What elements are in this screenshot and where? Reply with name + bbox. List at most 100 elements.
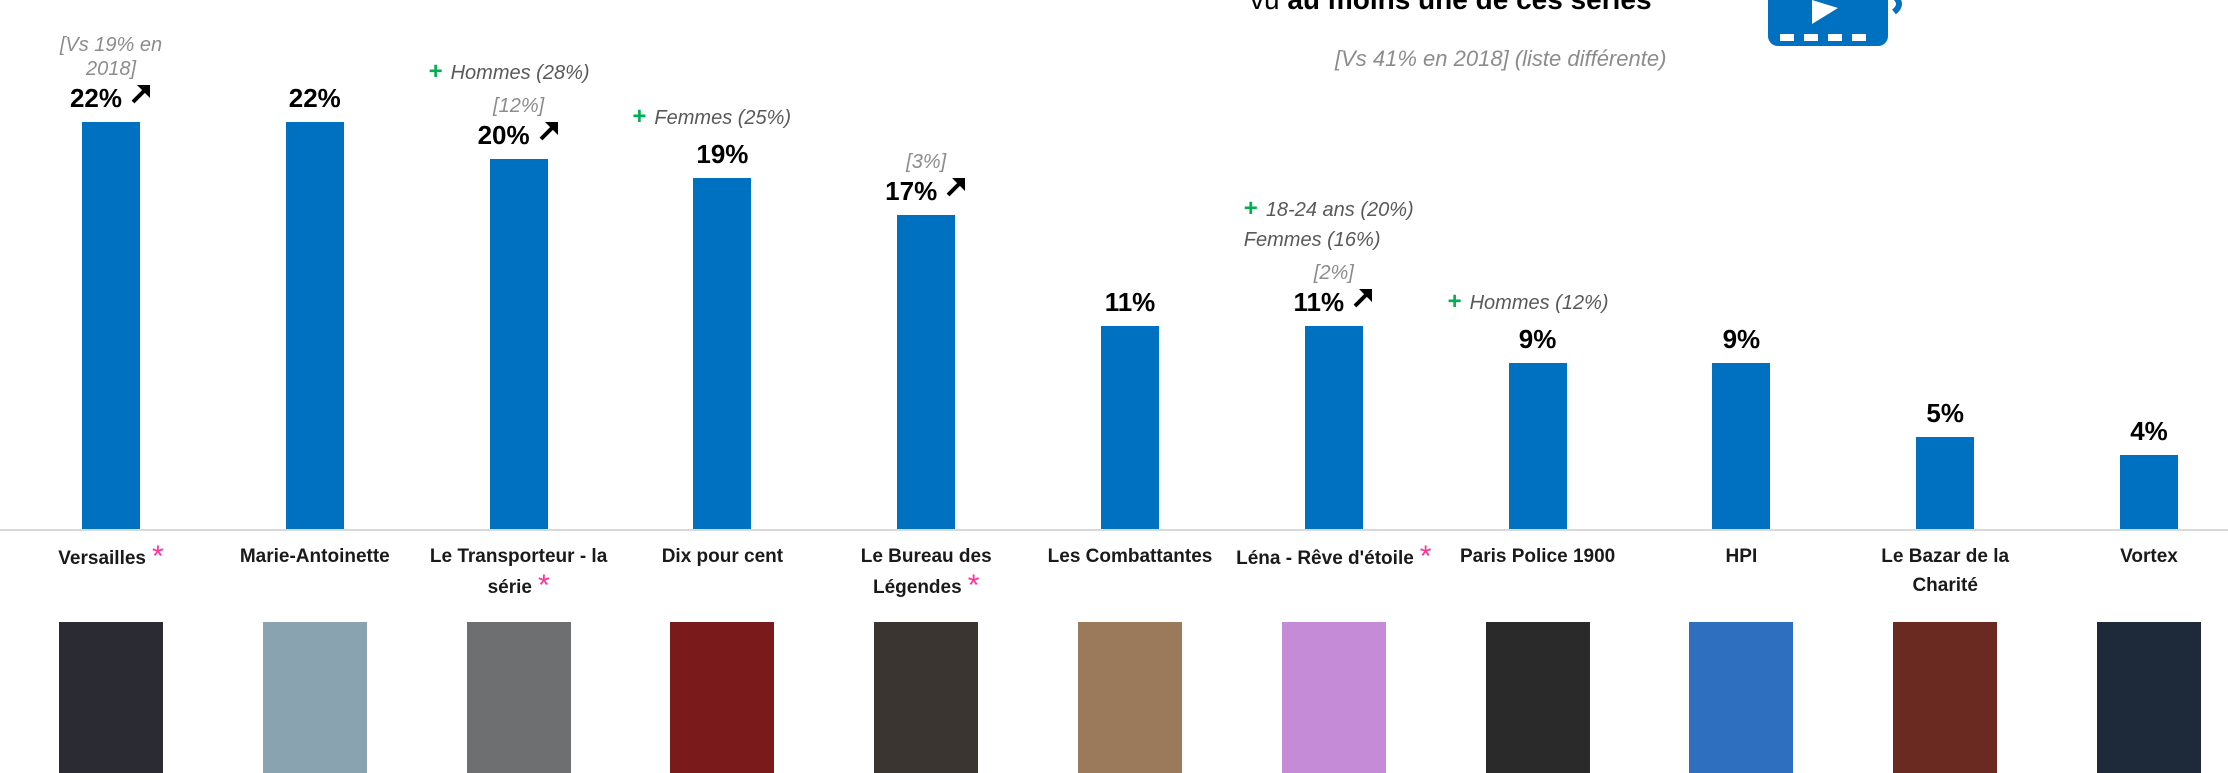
value-label: 22% (21, 83, 201, 114)
poster (466, 622, 571, 773)
bar (1712, 362, 1771, 529)
bar (897, 214, 956, 529)
category-name: Vortex (2120, 546, 2178, 567)
value-label: 11% (1040, 287, 1220, 318)
category-name: Versailles (58, 548, 146, 569)
category-name: Dix pour cent (661, 546, 784, 567)
bar (489, 159, 548, 529)
category-name: Paris Police 1900 (1459, 546, 1616, 567)
chart-title: vu au moins une de ces séries (1250, 0, 1652, 16)
value-label-text: 19% (696, 138, 749, 169)
value-label-text: 4% (2130, 416, 2168, 446)
highlight-text: Femmes (25%) (654, 106, 792, 129)
previous-value: [Vs 19% en 2018] (59, 34, 163, 80)
bar (1101, 325, 1159, 529)
highlight-line: + Hommes (28%) (429, 57, 590, 88)
flag: * (152, 540, 164, 573)
value-label-text: 9% (1722, 323, 1761, 354)
highlight-line: Femmes (16%) (1244, 225, 1414, 255)
value-label: 9% (1448, 324, 1628, 355)
category-name: Le Bureau des Légendes (860, 546, 992, 598)
category-name: Les Combattantes (1047, 546, 1213, 567)
poster (59, 622, 163, 773)
poster (262, 622, 367, 773)
highlight-text: Hommes (28%) (450, 62, 590, 84)
highlight: + Hommes (28%) (429, 57, 590, 88)
value-label: 17% (836, 176, 1016, 207)
value-label: 9% (1651, 324, 1831, 355)
poster (1281, 622, 1386, 773)
highlight: + Hommes (12%) (1448, 287, 1609, 318)
chart-subtitle: [Vs 41% en 2018] (liste différente) (1335, 46, 1667, 71)
highlight-line: + Femmes (25%) (632, 102, 791, 133)
x-tick-label: Le Bazar de la Charité (1847, 542, 2043, 600)
bar (1916, 436, 1975, 529)
highlight-line: + Hommes (12%) (1448, 287, 1609, 318)
x-tick-label: HPI (1643, 542, 1839, 571)
poster (2097, 622, 2201, 773)
x-tick-label: Vortex (2051, 542, 2228, 571)
highlight-marker: + (1243, 194, 1258, 222)
x-tick-label: Dix pour cent (624, 542, 820, 571)
poster (874, 622, 979, 773)
flag: * (1419, 540, 1432, 573)
poster (1689, 622, 1794, 773)
bar (2120, 455, 2178, 529)
category-name: Le Bazar de la Charité (1881, 546, 2010, 596)
highlight-marker: + (1447, 287, 1462, 315)
value-label-text: 9% (1518, 323, 1557, 354)
flag: * (967, 569, 980, 602)
value-label-text: 22% (69, 83, 123, 113)
bar (285, 122, 344, 529)
bar (1508, 362, 1567, 529)
x-tick-label: Le Bureau des Légendes * (828, 542, 1024, 602)
value-label-text: 22% (288, 83, 341, 113)
x-tick-label: Marie-Antoinette (217, 542, 413, 571)
highlight-marker: + (632, 102, 647, 130)
poster (1485, 622, 1590, 773)
category-name: Léna - Rêve d'étoile (1236, 548, 1414, 569)
highlight-line: +18-24 ans (20%) (1244, 194, 1414, 225)
video-icon (1768, 0, 1902, 46)
title-prefix: vu (1250, 0, 1280, 15)
trend-arrow (1353, 288, 1373, 307)
category-name: HPI (1725, 546, 1758, 567)
highlight-marker: + (428, 58, 443, 85)
value-label: 22% (225, 83, 405, 114)
value-label: 19% (632, 139, 812, 170)
poster (670, 622, 775, 773)
trend-arrow (131, 85, 151, 104)
trend-arrow (946, 177, 966, 196)
bar (1304, 325, 1363, 529)
x-tick-label: Le Transporteur - la série * (421, 542, 617, 602)
trend-arrow (539, 122, 558, 141)
value-label: 4% (2059, 416, 2228, 447)
previous-value: [2%] (1313, 261, 1354, 284)
x-tick-label: Les Combattantes (1032, 542, 1228, 571)
bar (82, 122, 140, 529)
title-emphasis: au moins une de ces séries (1287, 0, 1651, 15)
value-label-text: 20% (477, 120, 530, 150)
highlight: + Femmes (25%) (632, 102, 791, 133)
x-tick-label: Versailles * (13, 542, 209, 573)
value-label-text: 17% (885, 175, 938, 206)
flag: * (537, 569, 550, 602)
bar (693, 177, 752, 529)
highlight-text: Hommes (12%) (1469, 291, 1609, 314)
highlight-text: 18-24 ans (20%) (1265, 198, 1414, 221)
value-label-text: 11% (1293, 286, 1345, 317)
category-name: Marie-Antoinette (239, 546, 390, 567)
previous-value: [3%] (906, 150, 947, 173)
highlight: +18-24 ans (20%) Femmes (16%) (1244, 194, 1414, 255)
value-label: 20% (429, 120, 609, 151)
x-tick-label: Paris Police 1900 (1440, 542, 1636, 571)
category-name: Le Transporteur - la série (429, 546, 608, 598)
poster (1078, 622, 1182, 773)
poster (1893, 622, 1998, 773)
baseline (0, 529, 2228, 531)
highlight-text: Femmes (16%) (1243, 228, 1381, 251)
x-tick-label: Léna - Rêve d'étoile * (1236, 542, 1432, 573)
value-label: 5% (1855, 398, 2035, 429)
value-label: 11% (1244, 287, 1424, 318)
